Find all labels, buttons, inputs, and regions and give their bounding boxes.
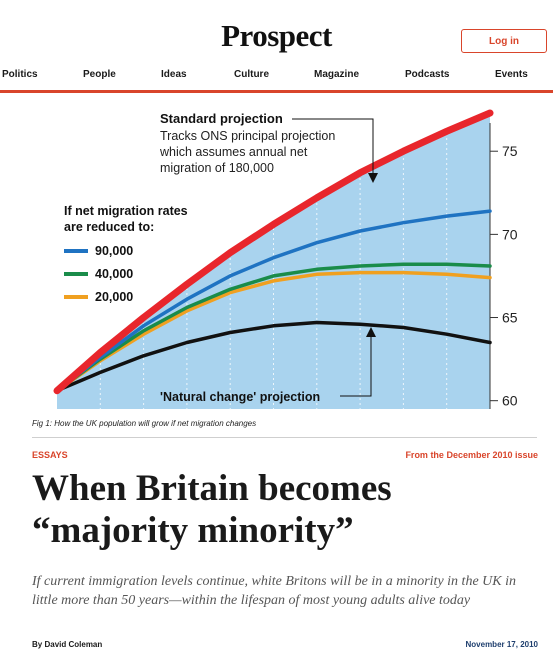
- chart-caption: Fig 1: How the UK population will grow i…: [32, 419, 257, 428]
- standard-pointer-line: [292, 118, 374, 175]
- natural-change-label: 'Natural change' projection: [160, 390, 320, 404]
- legend-label-40000: 40,000: [95, 267, 133, 281]
- standard-projection-note-2: which assumes annual net: [159, 145, 308, 159]
- series-line-40-000: [55, 262, 492, 393]
- nav-item-magazine[interactable]: Magazine: [314, 69, 360, 80]
- y-tick-label: 70: [502, 226, 518, 242]
- article-headline: When Britain becomes “majority minority”: [32, 468, 392, 551]
- legend-label-90000: 90,000: [95, 244, 133, 258]
- article-standfirst: If current immigration levels continue, …: [32, 574, 516, 608]
- byline-prefix: By: [32, 640, 43, 649]
- main-nav: Politics People Ideas Culture Magazine P…: [0, 69, 553, 83]
- population-chart: 60 65 70 75 Standard projection Tracks ONS …: [0, 93, 553, 409]
- nav-item-podcasts[interactable]: Podcasts: [405, 69, 450, 80]
- nav-item-ideas[interactable]: Ideas: [161, 69, 187, 80]
- issue-link[interactable]: From the December 2010 issue: [405, 450, 538, 460]
- series-line-20-000: [55, 270, 492, 393]
- standard-projection-note-1: Tracks ONS principal projection: [160, 129, 335, 143]
- caption-divider: [32, 437, 537, 438]
- legend-label-20000: 20,000: [95, 290, 133, 304]
- natural-pointer-arrow: [366, 327, 376, 337]
- nav-item-people[interactable]: People: [83, 69, 116, 80]
- natural-pointer-line: [340, 335, 372, 397]
- chart-area-fill: [57, 113, 490, 409]
- y-tick-label: 65: [502, 310, 518, 326]
- section-tag[interactable]: ESSAYS: [32, 450, 68, 460]
- standard-projection-title: Standard projection: [160, 111, 283, 126]
- series-line-natural-change-projection: [55, 320, 492, 393]
- standard-projection-note-3: migration of 180,000: [160, 161, 274, 175]
- nav-item-culture[interactable]: Culture: [234, 69, 269, 80]
- login-button[interactable]: Log in: [461, 29, 547, 53]
- nav-item-events[interactable]: Events: [495, 69, 528, 80]
- series-line-90-000: [55, 209, 492, 393]
- author-link[interactable]: David Coleman: [44, 640, 103, 649]
- publish-date: November 17, 2010: [465, 640, 539, 649]
- legend-title-2: are reduced to:: [64, 220, 154, 234]
- nav-item-politics[interactable]: Politics: [2, 69, 38, 80]
- header-divider: [0, 90, 553, 93]
- y-tick-label: 60: [502, 393, 518, 409]
- y-tick-label: 75: [502, 143, 518, 159]
- series-line-standard-projection: [53, 109, 494, 395]
- site-logo[interactable]: Prospect: [221, 18, 332, 53]
- byline: By David Coleman: [32, 640, 102, 649]
- standard-pointer-arrow: [368, 173, 378, 183]
- legend-title-1: If net migration rates: [64, 204, 188, 218]
